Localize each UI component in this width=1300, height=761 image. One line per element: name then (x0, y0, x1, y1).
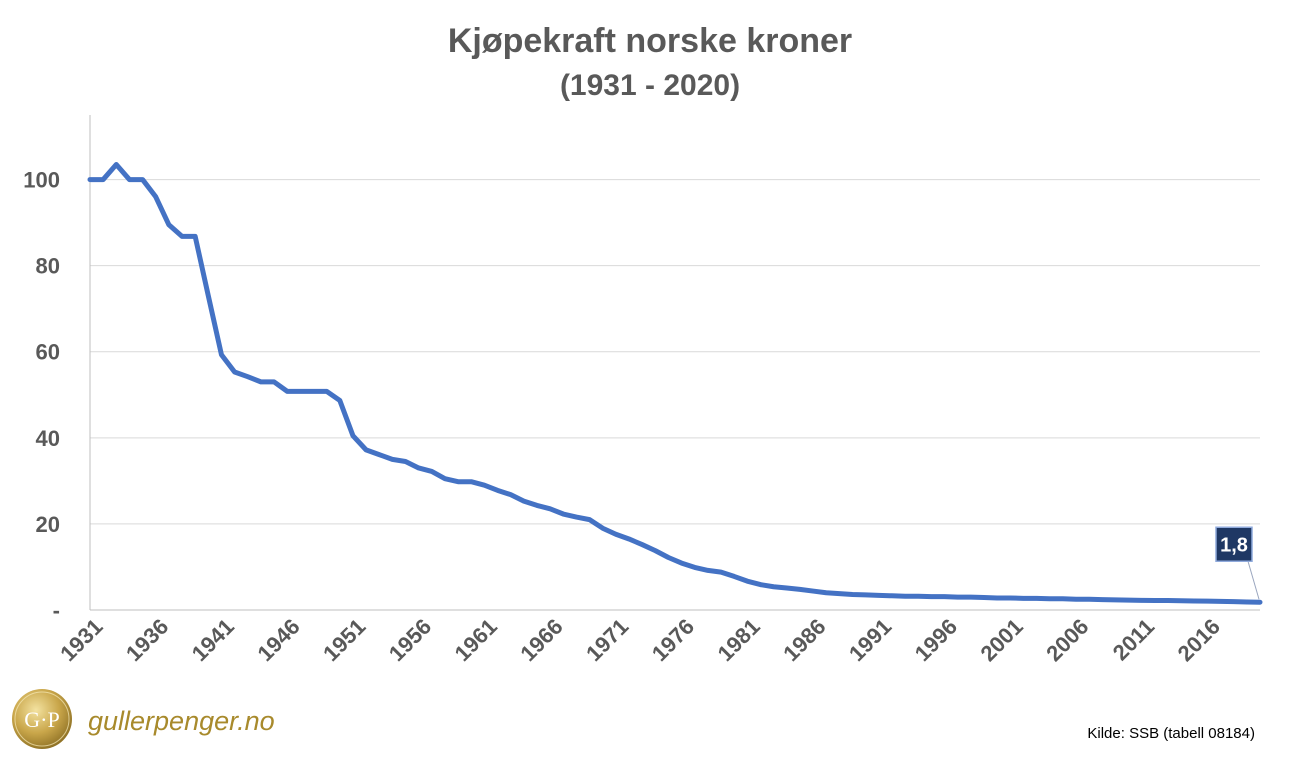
x-tick-label: 1976 (647, 614, 699, 666)
coin-icon (12, 689, 72, 749)
x-tick-label: 2001 (975, 614, 1027, 666)
x-tick-label: 1971 (581, 614, 633, 666)
x-tick-label: 1961 (450, 614, 502, 666)
x-tick-label: 1936 (121, 614, 173, 666)
data-label-box (1215, 526, 1253, 563)
y-tick-label: - (53, 598, 60, 623)
x-tick-label: 1951 (318, 614, 370, 666)
series-line (87, 162, 1263, 605)
x-tick-label: 2006 (1041, 614, 1093, 666)
x-tick-label: 1946 (252, 614, 304, 666)
x-tick-label: 1981 (713, 614, 765, 666)
chart-title: Kjøpekraft norske kroner (448, 22, 852, 60)
x-tick-label: 1991 (844, 614, 896, 666)
data-label-callout: 1,8 (1215, 526, 1260, 600)
y-tick-label: 100 (23, 168, 60, 193)
y-tick-label: 40 (36, 426, 60, 451)
x-tick-labels: 1931 1936 1941 1946 1951 1956 1961 1966 1971 1976… (55, 614, 1225, 666)
logo-monogram: G·P (24, 707, 59, 732)
x-tick-label: 2016 (1173, 614, 1225, 666)
y-tick-label: 60 (36, 340, 60, 365)
gridlines (90, 179, 1260, 525)
logo-text: gullerpenger.no (88, 706, 275, 736)
logo: G·P gullerpenger.no (12, 689, 275, 749)
x-tick-label: 1996 (910, 614, 962, 666)
x-tick-label: 1941 (187, 614, 239, 666)
x-tick-label: 1956 (384, 614, 436, 666)
x-tick-label: 1986 (778, 614, 830, 666)
y-tick-label: 80 (36, 254, 60, 279)
y-tick-labels: - 20 40 60 80 100 (23, 168, 60, 623)
x-tick-label: 1966 (515, 614, 567, 666)
y-tick-label: 20 (36, 512, 60, 537)
source-note: Kilde: SSB (tabell 08184) (1087, 725, 1255, 742)
data-label-leader (1247, 561, 1260, 600)
x-tick-label: 2011 (1108, 614, 1159, 665)
data-label-text: 1,8 (1220, 534, 1248, 556)
chart-subtitle: (1931 - 2020) (560, 69, 740, 102)
x-tick-label: 1931 (55, 614, 107, 666)
